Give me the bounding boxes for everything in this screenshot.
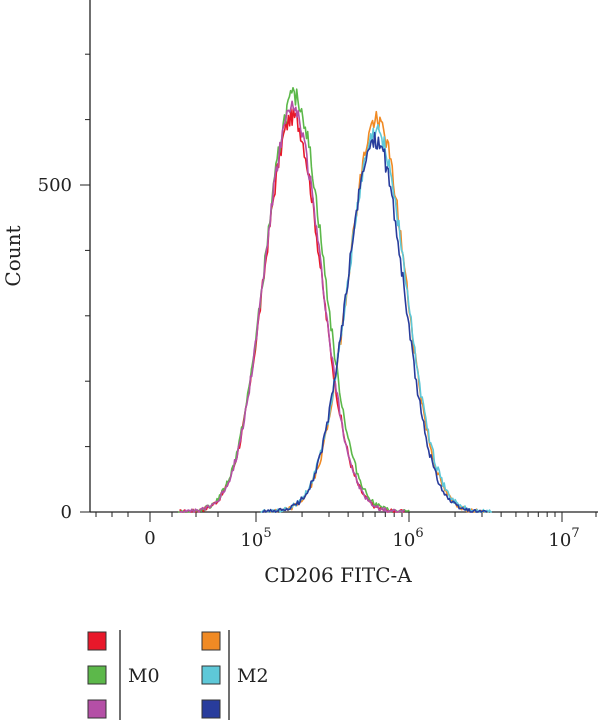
series-line-m0-replicate-3 [179,100,406,513]
x-tick-base-1e6: 10 [392,530,415,551]
x-minor-ticks [95,512,597,522]
x-tick-exp-1e7: 7 [571,526,579,541]
x-tick-base-1e7: 10 [548,530,571,551]
x-tick-label-1e6: 106 [392,526,423,551]
series-line-m0-replicate-2 [178,87,410,513]
legend-label-m2: M2 [237,665,269,687]
legend-swatch-m2-1 [201,631,221,651]
series-line-m2-replicate-3 [262,131,488,513]
y-tick-label-0: 0 [61,502,72,523]
y-tick-label-500: 500 [38,175,72,196]
legend-swatch-m0-1 [87,631,107,651]
x-tick-base-1e5: 10 [240,530,263,551]
legend-label-m0: M0 [128,665,160,687]
legend: M0 M2 [87,630,269,720]
series-line-m2-replicate-1 [262,110,490,513]
y-axis-title: Count [1,225,25,286]
legend-swatch-m0-3 [87,699,107,719]
series-layer [178,87,493,513]
series-line-m0-replicate-1 [179,106,406,513]
x-tick-label-1e5: 105 [240,526,271,551]
x-tick-label-1e7: 107 [548,526,579,551]
x-tick-exp-1e5: 5 [263,526,271,541]
legend-swatch-m2-2 [201,665,221,685]
x-tick-label-0: 0 [144,528,155,549]
x-axis-title: CD206 FITC-A [264,563,412,587]
series-line-m2-replicate-2 [260,124,493,513]
y-minor-ticks [80,53,90,513]
x-tick-exp-1e6: 6 [415,526,423,541]
legend-swatch-m2-3 [201,699,221,719]
legend-swatch-m0-2 [87,665,107,685]
